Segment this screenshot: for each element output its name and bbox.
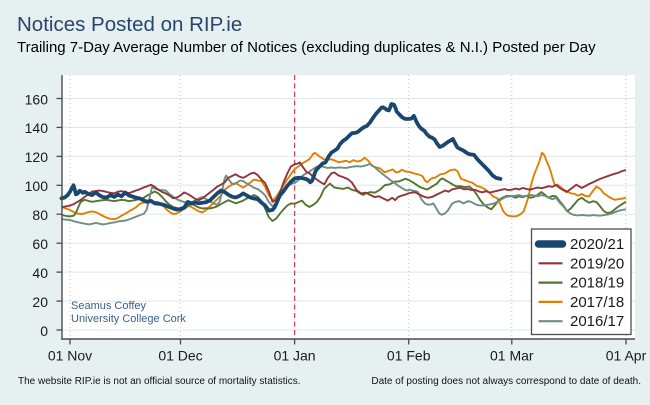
svg-text:120: 120	[25, 149, 49, 165]
svg-text:20: 20	[32, 294, 48, 310]
svg-text:80: 80	[32, 207, 48, 223]
svg-text:140: 140	[25, 120, 49, 136]
svg-text:01 Feb: 01 Feb	[387, 347, 431, 363]
svg-text:Seamus Coffey: Seamus Coffey	[71, 300, 147, 312]
svg-text:01 Jan: 01 Jan	[274, 347, 316, 363]
svg-text:160: 160	[25, 91, 49, 107]
svg-text:40: 40	[32, 265, 48, 281]
svg-text:2019/20: 2019/20	[570, 255, 624, 272]
svg-text:01 Apr: 01 Apr	[606, 347, 647, 363]
svg-text:01 Dec: 01 Dec	[158, 347, 202, 363]
svg-text:01 Nov: 01 Nov	[48, 347, 92, 363]
svg-text:2020/21: 2020/21	[570, 236, 624, 253]
svg-text:0: 0	[40, 323, 48, 339]
svg-text:01 Mar: 01 Mar	[490, 347, 534, 363]
svg-text:2018/19: 2018/19	[570, 275, 624, 292]
svg-text:100: 100	[25, 178, 49, 194]
svg-text:2016/17: 2016/17	[570, 313, 624, 330]
svg-text:60: 60	[32, 236, 48, 252]
svg-text:2017/18: 2017/18	[570, 294, 624, 311]
svg-text:University College Cork: University College Cork	[71, 313, 186, 325]
